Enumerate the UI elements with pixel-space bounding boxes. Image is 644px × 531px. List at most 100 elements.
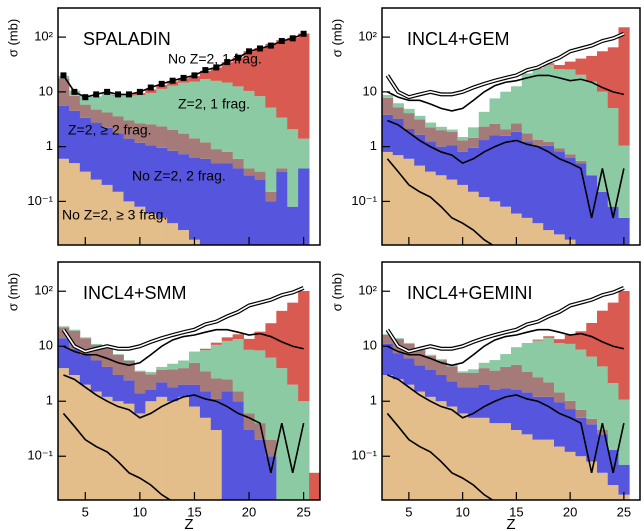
bar-segment [446,381,458,407]
bar-segment [101,112,113,128]
bar-segment [243,349,255,414]
marker [278,37,285,44]
bar-segment [564,69,576,155]
y-tick-label: 10⁻¹ [351,193,377,208]
x-tick-label: 20 [242,504,256,519]
bar-segment [511,86,523,124]
bar-segment [435,374,447,402]
bar-segment [403,128,415,159]
bar-segment [79,337,92,339]
line [386,158,494,245]
bar-segment [276,368,288,500]
bar-segment [392,107,404,119]
bar-segment [79,117,92,172]
bar-segment [478,140,490,198]
bar-segment [586,356,598,419]
bar-segment [232,391,244,402]
bar-segment [199,417,212,500]
bar-segment [446,132,458,146]
bar-segment [287,37,299,130]
bar-segment [554,339,566,343]
bar-segment [500,129,512,136]
bar-segment [597,191,609,245]
bar-segment [123,138,135,202]
bar-segment [58,368,70,500]
bar-segment [382,343,394,375]
bar-segment [521,371,533,393]
marker [104,88,111,95]
bar-segment [382,114,394,152]
bar-segment [156,147,168,218]
bar-segment [532,340,544,378]
y-tick-label: 10⁻¹ [27,448,53,463]
bar-segment [414,115,426,120]
bar-segment [521,73,533,134]
bar-segment [468,372,480,388]
bar-segment [554,342,566,393]
line [387,374,625,473]
bar-segment [145,401,157,500]
bar-segment [543,439,555,500]
bar-segment [489,201,501,245]
bar-segment [478,197,490,245]
bar-segment [500,423,512,500]
y-tick-label: 1 [370,393,377,408]
bar-segment [134,142,146,207]
bar-segment [382,334,394,336]
bar-segment [511,429,523,500]
bar-segment [554,151,566,235]
bar-segment [243,51,255,91]
bar-segment [543,337,555,383]
bar-segment [500,388,512,424]
bar-segment [134,95,146,124]
bar-segment [298,138,310,169]
bar-segment [414,350,426,366]
bar-segment [618,217,630,245]
bar-segment [586,322,598,357]
bar-segment [265,107,277,192]
bar-segment [414,134,426,166]
bar-segment [145,371,157,375]
bar-segment [478,384,490,418]
bar-segment [575,163,587,245]
x-tick-label: 5 [405,504,412,519]
bar-segment [58,326,70,328]
bar-segment [532,377,544,397]
bar-segment [521,141,533,218]
frame [381,261,641,501]
bar-segment [382,151,394,245]
bar-segment [435,175,447,245]
y-tick-label: 1 [46,393,53,408]
bar-segment [597,472,609,500]
bar-segment [178,133,190,155]
plot [58,286,320,500]
bar-segment [532,223,544,245]
bar-segment [254,179,266,245]
bar-segment [254,350,266,424]
bar-segment [521,392,533,435]
bar-segment [607,206,619,245]
bar-segment [123,95,135,121]
bar-segment [243,338,255,350]
bar-segment [112,354,124,375]
bar-segment [123,360,135,361]
marker [125,91,132,98]
bar-segment [90,343,103,346]
bar-segment [90,179,103,245]
bar-segment [382,374,394,500]
bar-segment [489,423,501,500]
x-tick-label: 15 [187,504,201,519]
y-tick-label: 10² [34,29,53,44]
bar-segment [178,384,190,397]
bar-segment [435,126,447,131]
bar-segment [210,80,223,150]
bar-segment [79,354,92,385]
line [63,374,305,473]
panel-title: INCL4+SMM [83,283,187,303]
bar-segment [79,96,92,105]
bar-segment [586,418,598,425]
bar-segment [478,417,490,500]
annotation: No Z=2, ≥ 3 frag. [62,207,167,223]
line [386,412,494,500]
bar-segment [425,171,437,245]
